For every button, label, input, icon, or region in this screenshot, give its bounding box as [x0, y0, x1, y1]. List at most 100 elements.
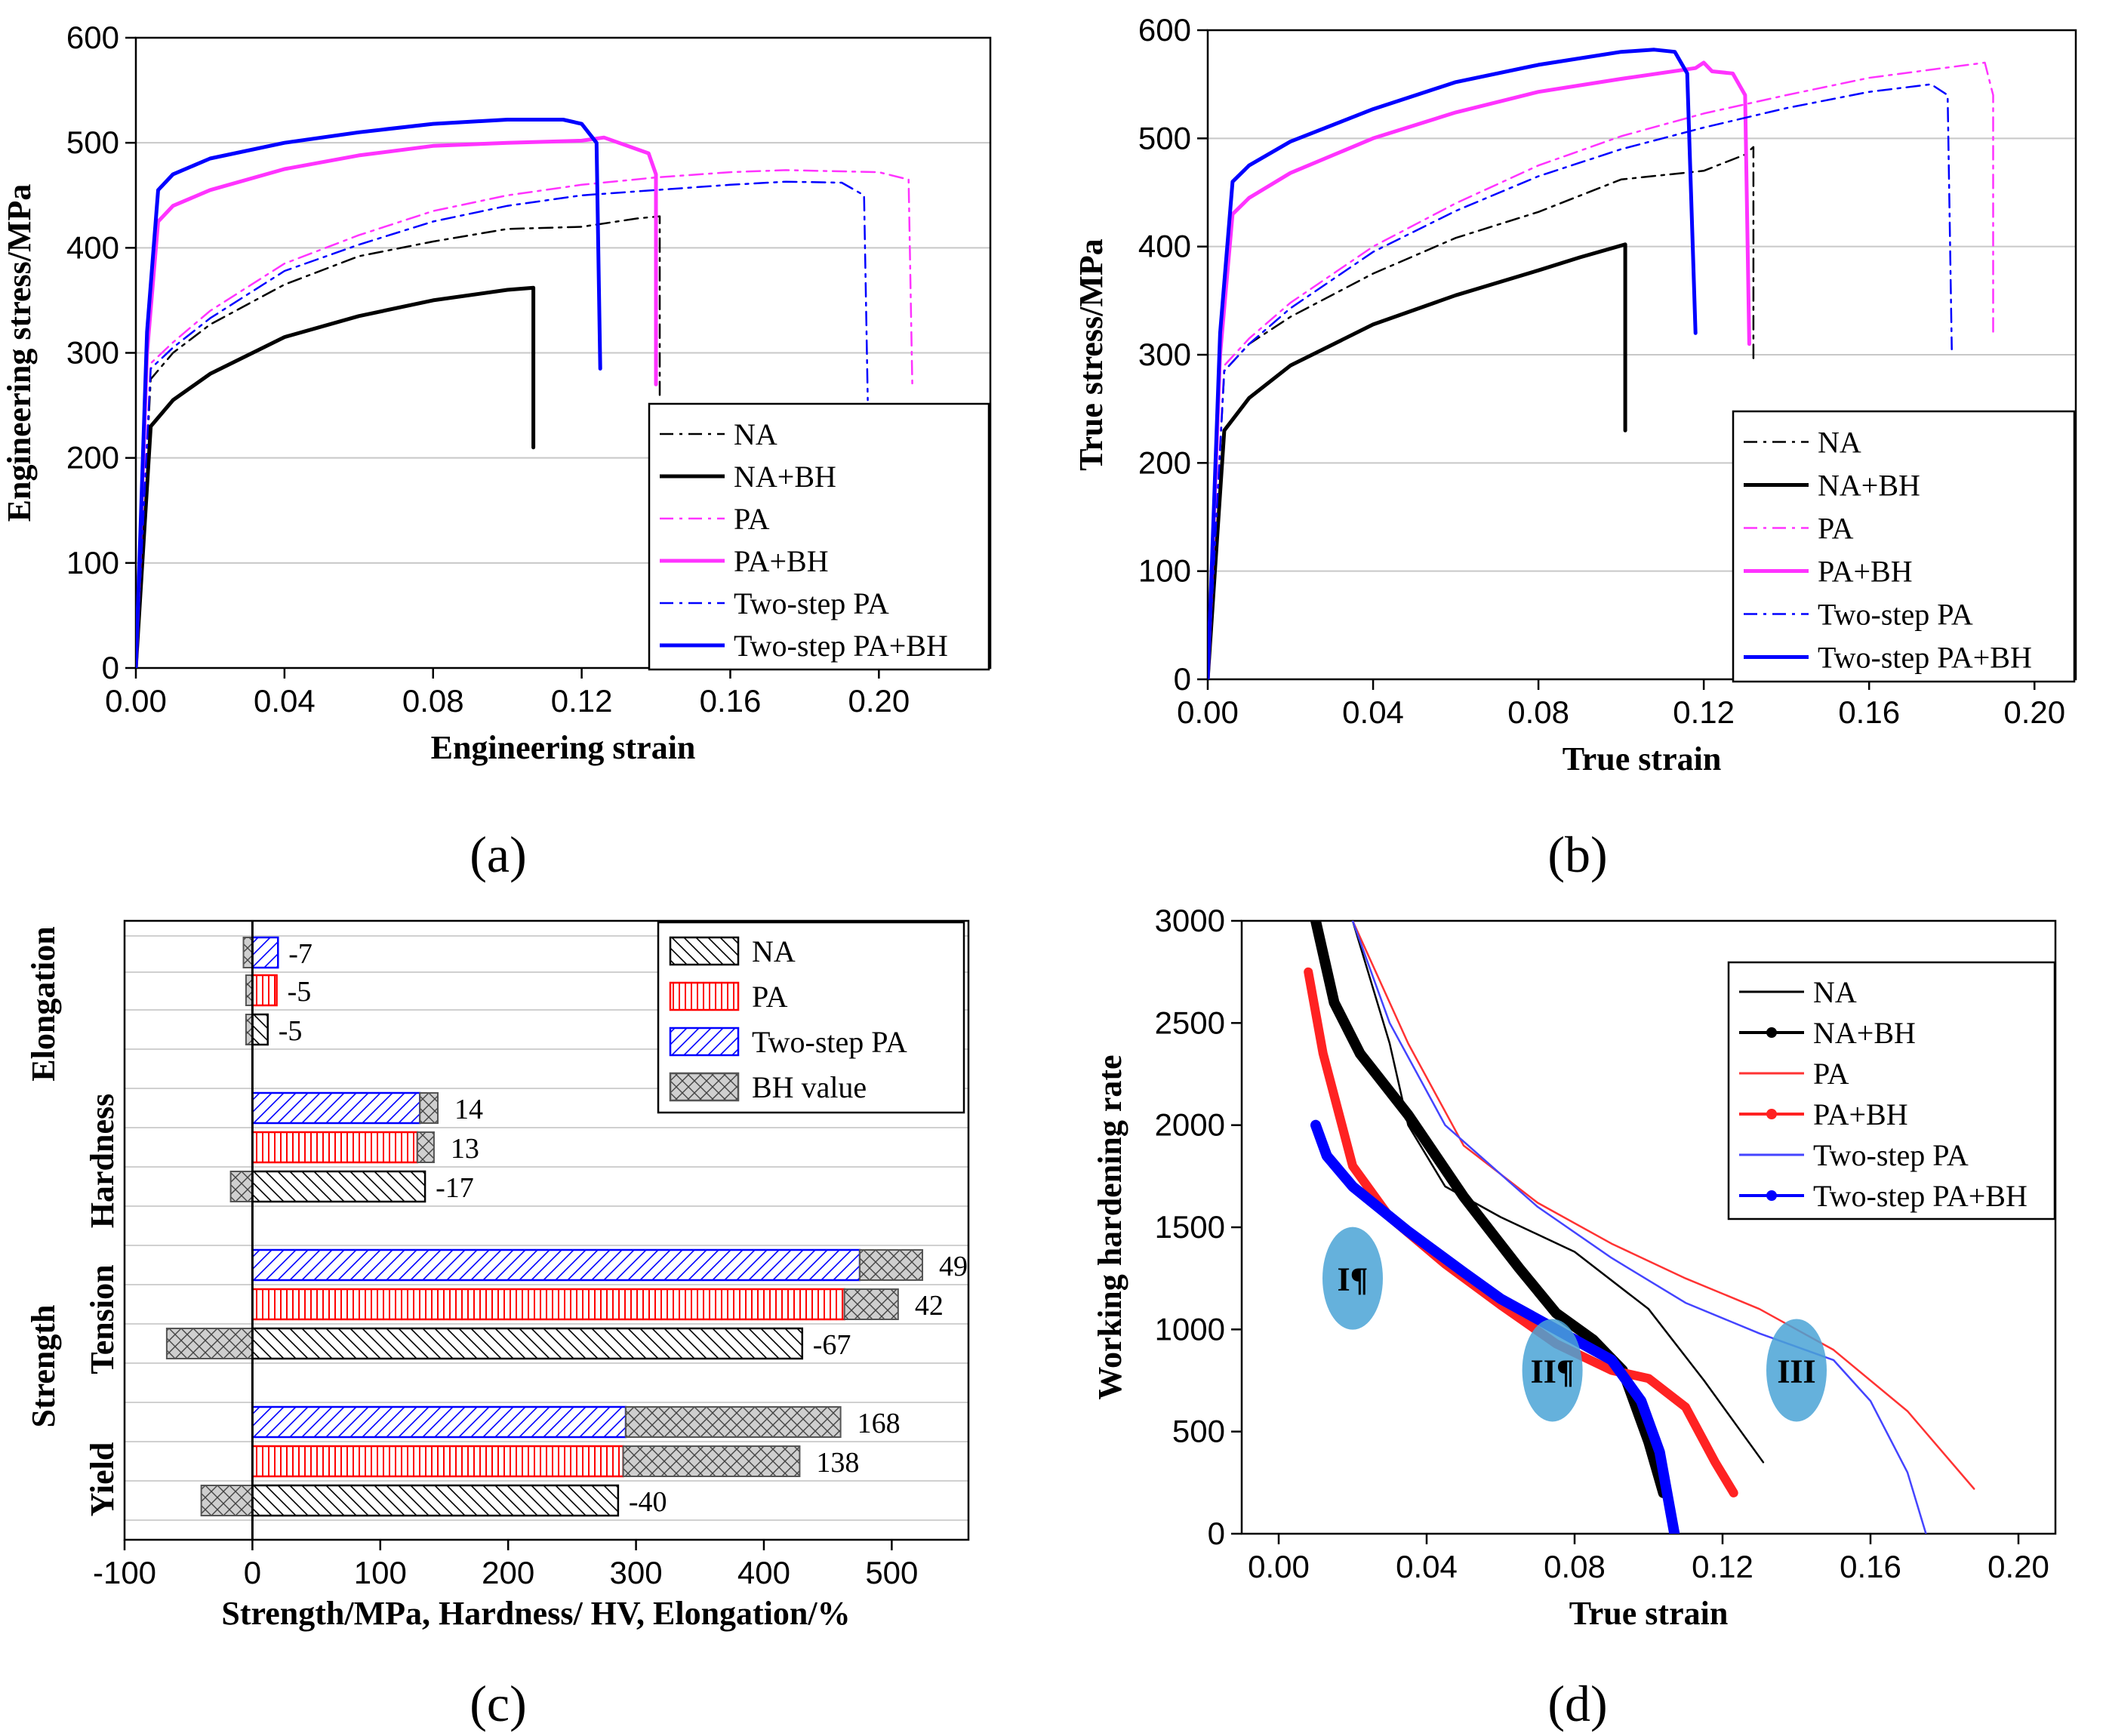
- bar-group: 49: [251, 1248, 968, 1282]
- bar-value-label: -5: [288, 976, 312, 1008]
- series-line-pa: [1208, 61, 1994, 679]
- bar-bh-value: [416, 1131, 435, 1163]
- legend-marker: [1766, 1027, 1777, 1038]
- bar-value-label: 14: [454, 1094, 483, 1125]
- y-tick-label: 600: [66, 20, 119, 55]
- legend-label: NA: [1813, 975, 1857, 1009]
- legend-swatch: [669, 981, 740, 1011]
- x-tick-label: 0.12: [1692, 1549, 1753, 1584]
- series-line-two-step-pa-bh: [136, 118, 602, 668]
- legend-swatch: [669, 1027, 740, 1057]
- legend-label: Two-step PA: [1818, 598, 1973, 632]
- y-tick-label: 2500: [1155, 1005, 1225, 1040]
- x-tick-label: 0.04: [1342, 694, 1404, 730]
- series-layer: [1208, 48, 1994, 679]
- chart-b: 0.00 0.04 0.08 0.12 0.16 0.20 0 100 200 300 400 500…: [1073, 12, 2077, 883]
- legend-label: Two-step PA: [752, 1025, 907, 1059]
- series-line-na-bh: [1208, 242, 1627, 679]
- y-tick-label: 1500: [1155, 1209, 1225, 1245]
- series-line-pa: [1351, 921, 1975, 1490]
- bar-value-label: -40: [629, 1486, 667, 1518]
- x-tick-label: -100: [93, 1555, 156, 1590]
- legend-box: [1732, 410, 2076, 683]
- bar-value-label: 138: [816, 1447, 859, 1479]
- group-label: Yield: [84, 1442, 121, 1517]
- bar-group: 42: [251, 1288, 944, 1322]
- bar-value-label: 42: [915, 1290, 944, 1322]
- bar-two-step-pa: [251, 1405, 627, 1439]
- x-tick-label: 0.20: [848, 683, 910, 719]
- series-line-na: [1208, 146, 1755, 679]
- legend: NA NA+BH PA PA+BH Two-step PA Two-step PA+BH: [1727, 961, 2056, 1220]
- bar-bh-value: [859, 1249, 924, 1281]
- bar-two-step-pa: [251, 1091, 421, 1125]
- bar-bh-value: [242, 937, 254, 968]
- legend: NA NA+BH PA PA+BH Two-step PA Two-step PA+BH: [1732, 410, 2076, 683]
- x-tick-label: 0.00: [1177, 694, 1239, 730]
- y-tick-label: 200: [66, 440, 119, 476]
- panel-label: (d): [1547, 1675, 1607, 1732]
- panel-label: (a): [470, 826, 526, 883]
- legend-label: PA: [1813, 1057, 1849, 1091]
- bar-pa: [251, 1131, 419, 1164]
- y-tick-label: 3000: [1155, 903, 1225, 938]
- x-tick-label: 0.20: [2003, 694, 2065, 730]
- legend-label: NA: [752, 934, 796, 968]
- legend-swatch: [669, 936, 740, 966]
- bar-two-step-pa: [251, 1248, 861, 1282]
- chart-d: 0.00 0.04 0.08 0.12 0.16 0.20 0 500 1000 1500 2000…: [1091, 903, 2057, 1732]
- bar-group: -7: [242, 936, 313, 970]
- group-label: Hardness: [84, 1094, 121, 1228]
- series-layer: [136, 118, 913, 668]
- legend-label: Two-step PA: [1813, 1138, 1969, 1172]
- annotation: III: [1766, 1319, 1827, 1422]
- series-line-pa-bh: [1208, 60, 1751, 679]
- legend-label: NA: [734, 417, 777, 451]
- y-tick-label: 500: [66, 125, 119, 160]
- annotation: I¶: [1322, 1227, 1383, 1330]
- x-tick-label: 500: [865, 1555, 918, 1590]
- bar-na: [251, 1327, 804, 1360]
- y-tick-label: 0: [1208, 1516, 1225, 1551]
- series-line-two-step-pa-bh: [1208, 48, 1698, 679]
- bar-group: 14: [251, 1091, 483, 1125]
- bar-value-label: -17: [436, 1172, 474, 1204]
- y-tick-label: 300: [66, 335, 119, 371]
- bar-value-label: 49: [939, 1251, 968, 1282]
- x-tick-label: 0: [244, 1555, 261, 1590]
- legend-marker: [1766, 1190, 1777, 1201]
- x-tick-label: 0.00: [105, 683, 167, 719]
- legend-label: NA+BH: [734, 460, 836, 494]
- legend-swatch: [669, 1072, 740, 1102]
- bar-group: 138: [251, 1445, 859, 1479]
- x-axis-label: Engineering strain: [431, 729, 696, 766]
- bar-value-label: -7: [288, 938, 313, 970]
- legend-label: BH value: [752, 1070, 867, 1104]
- bar-bh-value: [229, 1171, 254, 1202]
- series-line-na-bh: [136, 285, 536, 668]
- x-tick-label: 0.00: [1248, 1549, 1310, 1584]
- legend-label: Two-step PA+BH: [1818, 641, 2032, 675]
- stage-label: II¶: [1531, 1353, 1575, 1390]
- bar-group: -5: [245, 974, 312, 1008]
- series-line-na: [1351, 921, 1765, 1464]
- y-axis-label: True stress/MPa: [1073, 239, 1110, 471]
- y-tick-label: 2000: [1155, 1107, 1225, 1143]
- x-tick-label: 0.08: [402, 683, 464, 719]
- series-line-pa-bh: [1304, 967, 1738, 1497]
- bar-group: -67: [165, 1327, 851, 1361]
- legend-label: PA+BH: [1818, 555, 1913, 589]
- legend: NA PA Two-step PA BH value: [657, 921, 965, 1114]
- bar-group: 168: [251, 1405, 901, 1439]
- y-tick-label: 100: [66, 545, 119, 580]
- x-tick-label: 100: [354, 1555, 407, 1590]
- bar-bh-value: [419, 1092, 439, 1124]
- stage-ellipse: [1322, 1227, 1383, 1330]
- series-line-pa-bh: [136, 135, 658, 668]
- series-line-na: [136, 215, 661, 668]
- group-label: Strength: [25, 1305, 62, 1428]
- legend-label: PA: [734, 502, 770, 536]
- x-tick-label: 0.04: [254, 683, 316, 719]
- x-axis-label: True strain: [1569, 1595, 1729, 1632]
